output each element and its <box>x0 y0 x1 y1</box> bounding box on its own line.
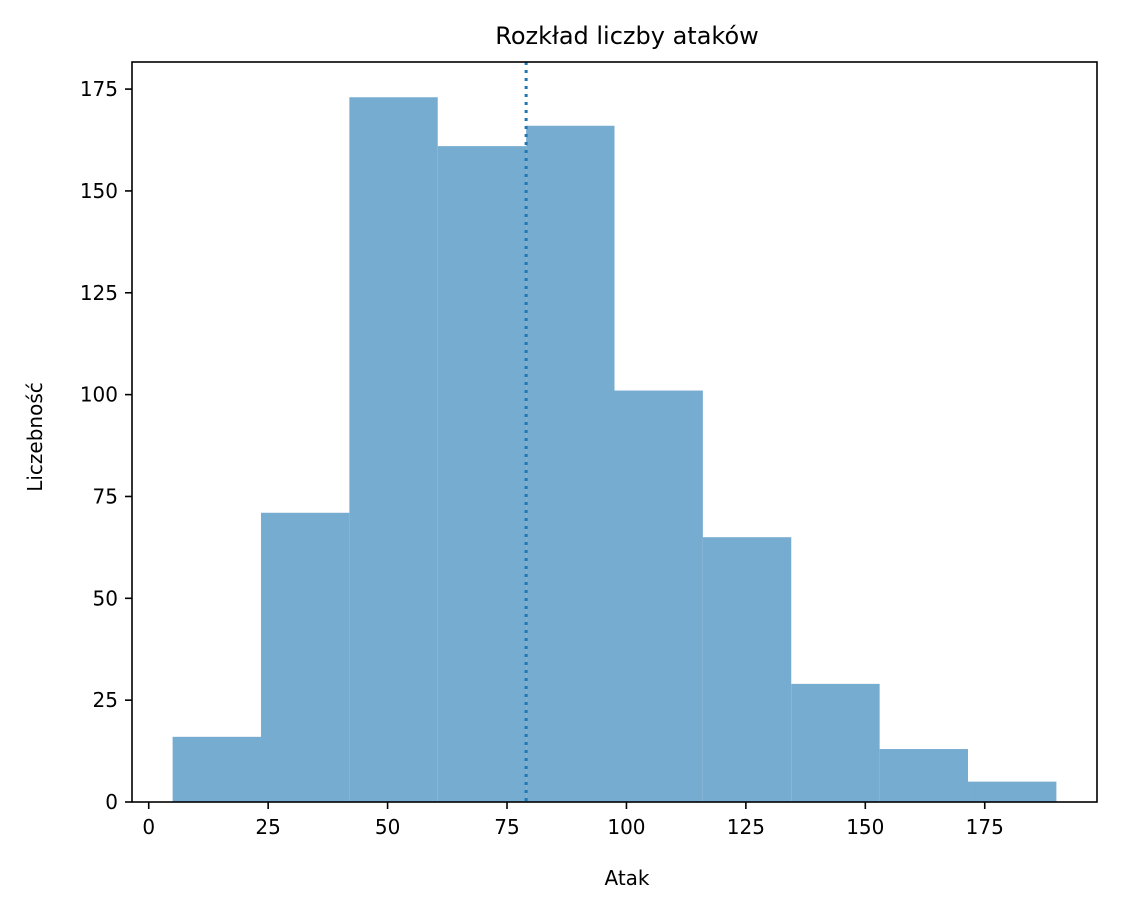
x-tick-label: 175 <box>966 815 1004 839</box>
y-axis-ticks: 0 25 50 75 100 125 150 175 <box>80 77 132 814</box>
histogram-bar-2 <box>260 512 350 802</box>
histogram-bar-4 <box>437 146 527 803</box>
x-tick-label: 100 <box>607 815 645 839</box>
y-tick-label: 175 <box>80 77 118 101</box>
histogram-bar-3 <box>349 97 438 802</box>
x-axis-label: Atak <box>604 866 649 890</box>
x-tick-label: 25 <box>255 815 280 839</box>
y-tick-label: 25 <box>93 688 118 712</box>
histogram-bar-8 <box>791 683 880 802</box>
chart-title: Rozkład liczby ataków <box>495 22 759 50</box>
histogram-bar-10 <box>968 781 1057 802</box>
histogram-bar-6 <box>614 390 703 802</box>
y-axis-label: Liczebność <box>23 382 47 492</box>
x-tick-label: 0 <box>142 815 155 839</box>
y-tick-label: 50 <box>93 586 118 610</box>
x-tick-label: 75 <box>494 815 519 839</box>
y-tick-label: 0 <box>105 790 118 814</box>
x-tick-label: 150 <box>846 815 884 839</box>
histogram-bar-1 <box>172 736 261 802</box>
bars-group <box>172 97 1057 803</box>
histogram-bar-7 <box>702 537 792 802</box>
histogram-bar-5 <box>526 125 615 803</box>
axes-frame <box>131 61 1098 803</box>
x-tick-label: 125 <box>727 815 765 839</box>
x-tick-label: 50 <box>375 815 400 839</box>
y-tick-label: 75 <box>93 484 118 508</box>
x-axis-ticks: 0 25 50 75 100 125 150 175 <box>142 802 1004 839</box>
y-tick-label: 100 <box>80 383 118 407</box>
y-tick-label: 125 <box>80 281 118 305</box>
histogram-bar-9 <box>879 749 969 802</box>
y-tick-label: 150 <box>80 179 118 203</box>
